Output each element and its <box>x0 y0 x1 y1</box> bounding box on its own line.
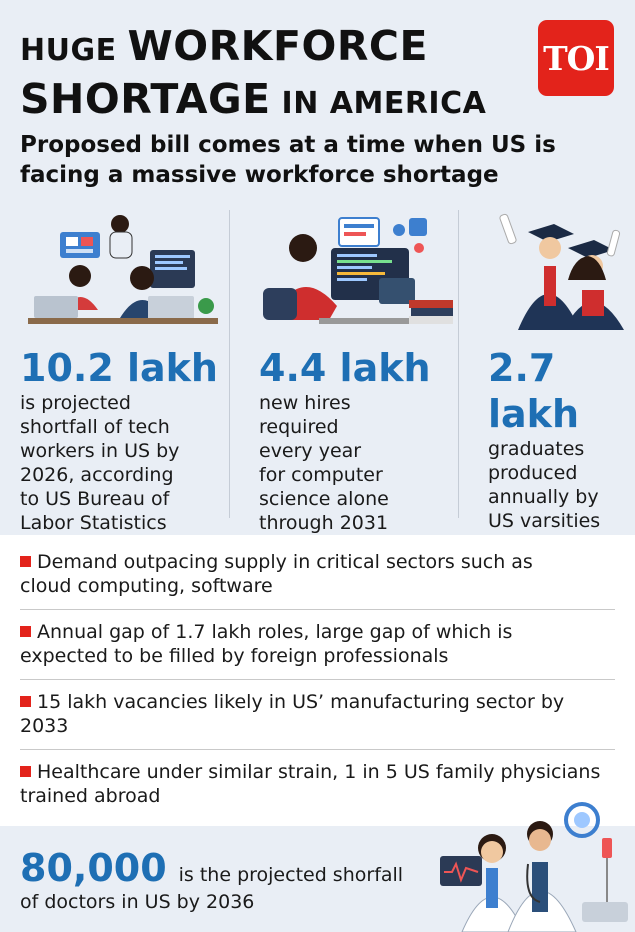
stat-new-hires: 4.4 lakh new hires required every year f… <box>259 210 453 534</box>
stat-description: new hires required every year for comput… <box>259 392 389 534</box>
stat-description: is projected shortfall of tech workers i… <box>20 392 180 534</box>
toi-logo-icon: TOI <box>538 20 614 96</box>
red-square-icon <box>20 696 31 707</box>
stat-value: 10.2 lakh <box>20 346 218 390</box>
red-square-icon <box>20 626 31 637</box>
tech-workers-icon <box>28 215 218 324</box>
footer-value: 80,000 <box>20 846 167 890</box>
list-item: 15 lakh vacancies likely in US’ manufact… <box>20 680 615 750</box>
graduates-icon <box>499 213 624 330</box>
bullet-list: Demand outpacing supply in critical sect… <box>20 540 615 819</box>
stat-description: graduates produced annually by US varsit… <box>488 438 601 532</box>
programmer-icon <box>263 217 453 324</box>
footer-stat: 80,000 is the projected shorfall of docto… <box>20 846 404 913</box>
list-item: Annual gap of 1.7 lakh roles, large gap … <box>20 610 615 680</box>
stat-value: 4.4 lakh <box>259 346 431 390</box>
header-panel <box>0 0 635 535</box>
stat-tech-shortfall: 10.2 lakh is projected shortfall of tech… <box>20 210 220 534</box>
stat-value: 2.7 lakh <box>488 346 579 436</box>
red-square-icon <box>20 766 31 777</box>
stat-graduates: 2.7 lakh graduates produced annually by … <box>488 210 628 532</box>
doctors-icon <box>440 802 628 932</box>
red-square-icon <box>20 556 31 567</box>
list-item: Healthcare under similar strain, 1 in 5 … <box>20 761 601 807</box>
column-divider <box>458 210 459 518</box>
list-item: Demand outpacing supply in critical sect… <box>20 540 615 610</box>
page-title: HUGE WORKFORCE SHORTAGE IN AMERICA <box>20 22 487 123</box>
column-divider <box>229 210 230 518</box>
subtitle: Proposed bill comes at a time when US is… <box>20 132 556 188</box>
